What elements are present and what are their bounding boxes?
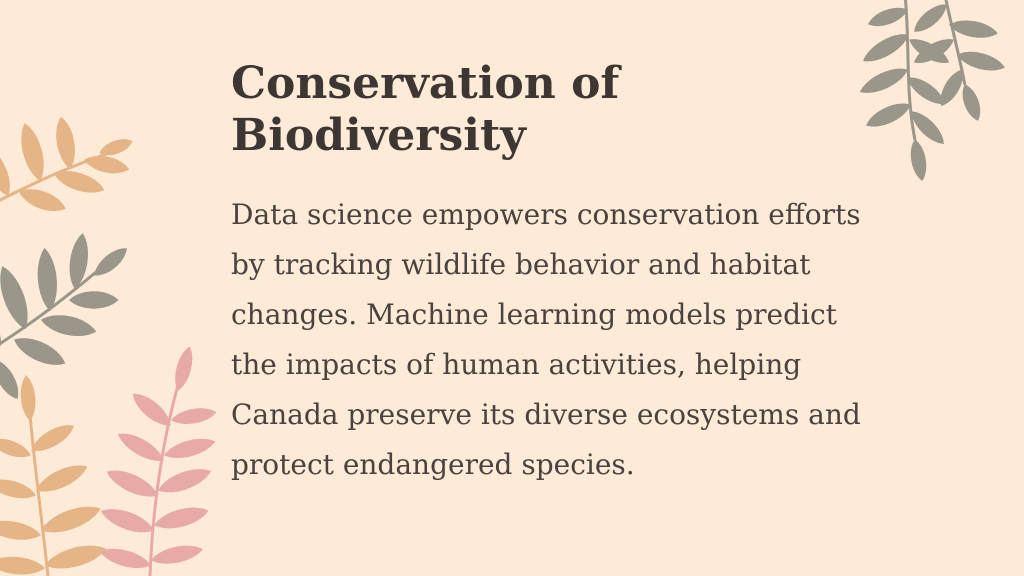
olive-hanging-branch-icon	[856, 0, 1007, 182]
slide-title: Conservation of Biodiversity	[231, 58, 620, 161]
peach-fern-icon	[0, 374, 109, 576]
olive-leaf-branch-icon	[0, 232, 132, 403]
slide-body-text: Data science empowers conservation effor…	[231, 198, 861, 481]
peach-leaf-branch-icon	[0, 115, 135, 217]
pink-fern-icon	[98, 344, 218, 576]
